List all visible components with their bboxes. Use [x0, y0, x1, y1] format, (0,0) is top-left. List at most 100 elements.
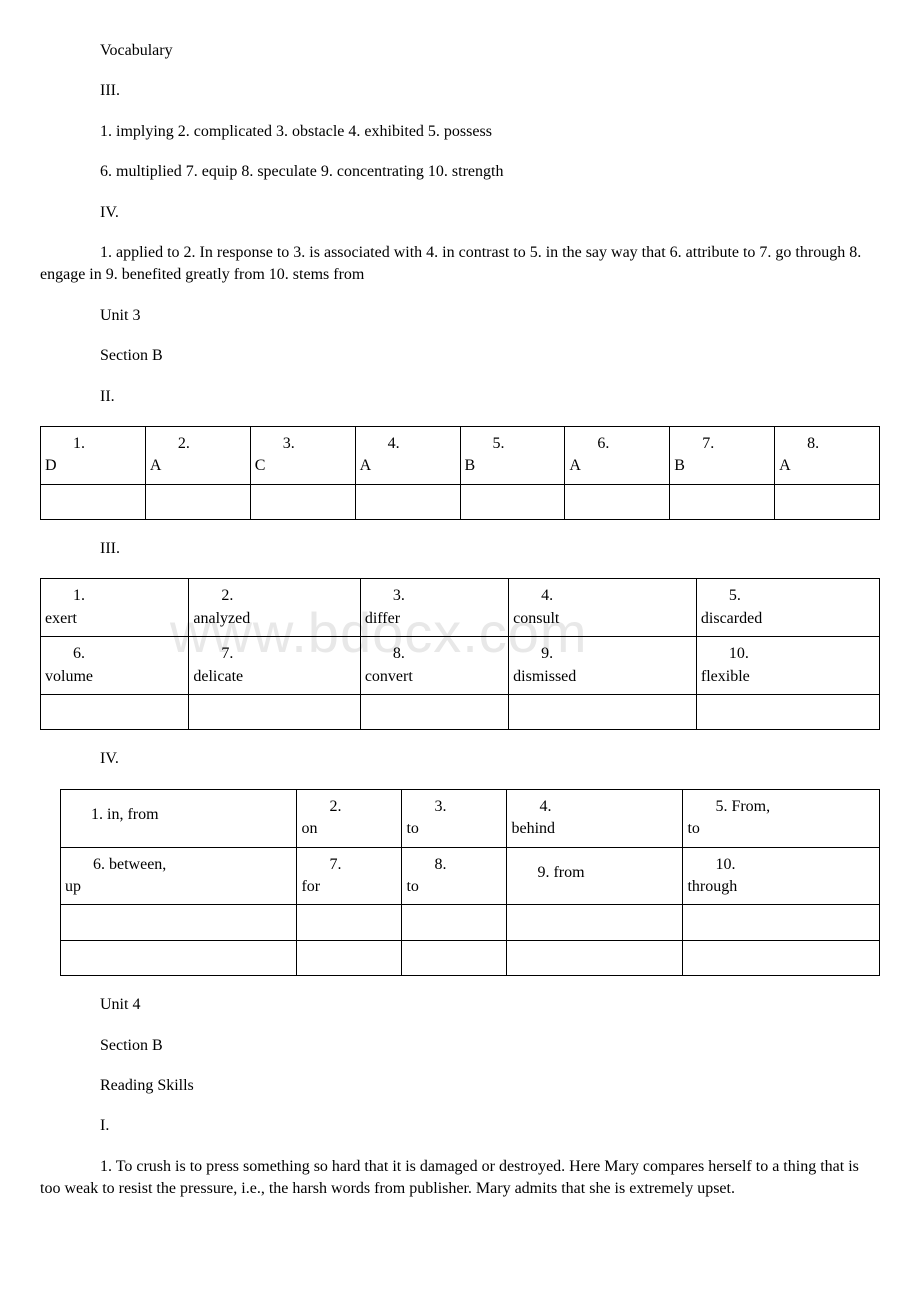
cell-value: differ — [365, 608, 504, 630]
cell-number: 5. From, — [687, 796, 875, 818]
unit-4-i-label: I. — [40, 1115, 880, 1137]
table-cell: 3.C — [250, 426, 355, 484]
table-row: 6.volume 7.delicate 8.convert 9.dismisse… — [41, 637, 880, 695]
cell-value: B — [465, 455, 561, 477]
cell-number: 4. — [360, 433, 456, 455]
table-cell: 1.exert — [41, 579, 189, 637]
table-cell: 2.analyzed — [189, 579, 360, 637]
table-cell — [509, 695, 697, 730]
cell-value: A — [150, 455, 246, 477]
table-cell — [696, 695, 879, 730]
table-cell — [61, 905, 297, 940]
cell-number: 1. — [45, 585, 184, 607]
vocab-iv-answers: 1. applied to 2. In response to 3. is as… — [40, 242, 880, 287]
cell-value: B — [674, 455, 770, 477]
unit-3-table-iii: 1.exert 2.analyzed 3.differ 4.consult 5.… — [40, 578, 880, 730]
section-iii-label: III. — [40, 80, 880, 102]
cell-value: to — [687, 818, 875, 840]
unit-4-title: Unit 4 — [40, 994, 880, 1016]
cell-value: to — [406, 876, 502, 898]
table-cell: 2.on — [297, 789, 402, 847]
cell-number: 6. — [569, 433, 665, 455]
cell-value: discarded — [701, 608, 875, 630]
table-cell — [297, 905, 402, 940]
table-cell: 8.convert — [360, 637, 508, 695]
cell-value: consult — [513, 608, 692, 630]
cell-number: 3. — [255, 433, 351, 455]
table-cell — [297, 940, 402, 975]
table-cell: 10.flexible — [696, 637, 879, 695]
cell-number: 7. — [674, 433, 770, 455]
cell-value: analyzed — [193, 608, 355, 630]
table-cell — [41, 695, 189, 730]
table-cell: 5.discarded — [696, 579, 879, 637]
unit-3-ii-label: II. — [40, 386, 880, 408]
table-cell: 9.dismissed — [509, 637, 697, 695]
table-row: 1.D 2.A 3.C 4.A 5.B 6.A 7.B 8.A — [41, 426, 880, 484]
cell-value: to — [406, 818, 502, 840]
cell-value: on — [301, 818, 397, 840]
table-row: 1.exert 2.analyzed 3.differ 4.consult 5.… — [41, 579, 880, 637]
cell-number: 2. — [301, 796, 397, 818]
table-cell: 9. from — [507, 847, 683, 905]
cell-number: 2. — [193, 585, 355, 607]
cell-value: exert — [45, 608, 184, 630]
cell-number: 7. — [301, 854, 397, 876]
table-cell: 7.B — [670, 426, 775, 484]
vocab-iv-text: 1. applied to 2. In response to 3. is as… — [40, 244, 861, 283]
cell-number: 3. — [406, 796, 502, 818]
table-cell: 4.behind — [507, 789, 683, 847]
table-cell: 2.A — [145, 426, 250, 484]
table-cell: 4.consult — [509, 579, 697, 637]
table-cell — [670, 484, 775, 519]
cell-value: through — [687, 876, 875, 898]
table-cell: 1.D — [41, 426, 146, 484]
table-cell — [250, 484, 355, 519]
table-cell — [683, 940, 880, 975]
reading-skills-label: Reading Skills — [40, 1075, 880, 1097]
cell-number: 10. — [687, 854, 875, 876]
cell-value: delicate — [193, 666, 355, 688]
vocabulary-heading: Vocabulary — [40, 40, 880, 62]
cell-value: volume — [45, 666, 184, 688]
table-cell: 4.A — [355, 426, 460, 484]
table-cell — [683, 905, 880, 940]
cell-number: 4. — [513, 585, 692, 607]
table-cell: 6.A — [565, 426, 670, 484]
unit-3-section-b: Section B — [40, 345, 880, 367]
table-cell — [402, 940, 507, 975]
unit-3-table-iv: 1. in, from 2.on 3.to 4.behind 5. From,t… — [60, 789, 880, 976]
paragraph-text: 1. To crush is to press something so har… — [40, 1158, 859, 1197]
cell-number: 3. — [365, 585, 504, 607]
cell-value: behind — [511, 818, 678, 840]
cell-number: 2. — [150, 433, 246, 455]
table-cell — [360, 695, 508, 730]
table-row: 1. in, from 2.on 3.to 4.behind 5. From,t… — [61, 789, 880, 847]
cell-text: 1. in, from — [91, 806, 159, 823]
table-cell: 6.volume — [41, 637, 189, 695]
cell-value: C — [255, 455, 351, 477]
cell-number: 10. — [701, 643, 875, 665]
vocab-line-2: 6. multiplied 7. equip 8. speculate 9. c… — [40, 161, 880, 183]
cell-number: 9. — [513, 643, 692, 665]
table-cell: 1. in, from — [61, 789, 297, 847]
table-cell — [61, 940, 297, 975]
unit-3-iv-label: IV. — [40, 748, 880, 770]
cell-value: A — [360, 455, 456, 477]
table-row — [41, 695, 880, 730]
table-cell — [145, 484, 250, 519]
table-cell — [507, 940, 683, 975]
unit-3-title: Unit 3 — [40, 305, 880, 327]
cell-number: 5. — [465, 433, 561, 455]
table-cell: 3.to — [402, 789, 507, 847]
cell-number: 8. — [365, 643, 504, 665]
table-cell — [507, 905, 683, 940]
cell-number: 6. between, — [65, 854, 292, 876]
table-cell: 3.differ — [360, 579, 508, 637]
cell-value: for — [301, 876, 397, 898]
unit-4-paragraph-1: 1. To crush is to press something so har… — [40, 1156, 880, 1201]
table-cell — [355, 484, 460, 519]
table-cell — [402, 905, 507, 940]
cell-number: 1. — [45, 433, 141, 455]
cell-value: convert — [365, 666, 504, 688]
